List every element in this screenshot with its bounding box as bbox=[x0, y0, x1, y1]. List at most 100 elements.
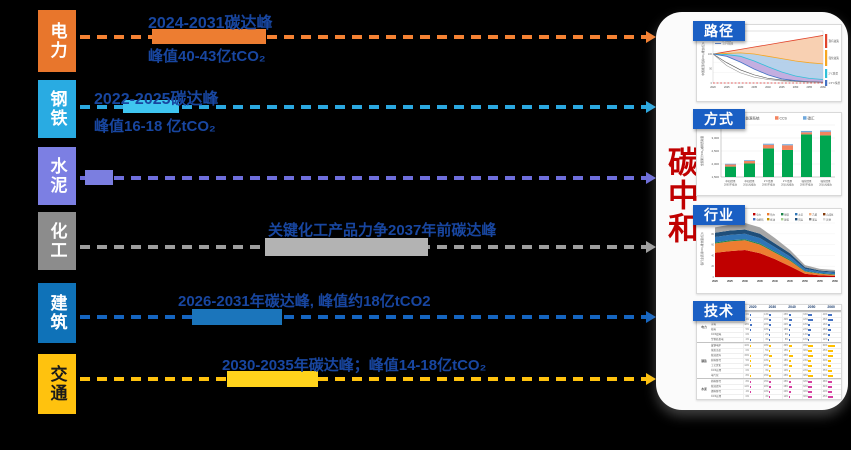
svg-text:2045: 2045 bbox=[787, 279, 793, 283]
arrow-right-icon bbox=[646, 373, 656, 385]
arrow-right-icon bbox=[646, 311, 656, 323]
svg-text:100: 100 bbox=[708, 53, 713, 56]
peak-period-bar-steel bbox=[123, 100, 179, 113]
peak-period-bar-transport bbox=[227, 371, 318, 387]
svg-text:2060不排放: 2060不排放 bbox=[800, 183, 814, 187]
svg-text:50: 50 bbox=[709, 68, 712, 71]
svg-text:全国累计CO₂减排贡献量: 全国累计CO₂减排贡献量 bbox=[700, 136, 704, 167]
svg-text:2040: 2040 bbox=[765, 86, 771, 89]
industries-chart-svg: 0204060801002020202520302035204020452050… bbox=[697, 209, 841, 293]
tech-table: 20202030204020502060电力风电6%14%25%34%40%光伏… bbox=[697, 305, 841, 399]
svg-text:2030: 2030 bbox=[742, 279, 748, 283]
svg-text:2050: 2050 bbox=[802, 279, 808, 283]
svg-text:2025: 2025 bbox=[727, 279, 733, 283]
svg-text:中和情景: 中和情景 bbox=[725, 179, 736, 183]
peak-range-label-power: 2024-2031碳达峰 bbox=[148, 15, 273, 32]
svg-text:2060不排放: 2060不排放 bbox=[724, 183, 738, 187]
svg-text:钢铁: 钢铁 bbox=[784, 212, 789, 216]
svg-text:2055: 2055 bbox=[806, 86, 812, 89]
timeline-dash-power bbox=[80, 35, 646, 39]
sector-label-cement: 水泥 bbox=[38, 147, 76, 205]
peak-range-label-transport: 2030-2035年碳达峰；峰值14-18亿tCO₂ bbox=[222, 357, 487, 374]
arrow-right-icon bbox=[646, 31, 656, 43]
svg-text:强化情景: 强化情景 bbox=[820, 179, 831, 183]
svg-text:2060: 2060 bbox=[820, 86, 826, 89]
svg-text:2060不排放: 2060不排放 bbox=[762, 183, 776, 187]
svg-text:碳汇: 碳汇 bbox=[808, 115, 816, 120]
chart-industries: 行业 0204060801002020202520302035204020452… bbox=[693, 205, 842, 294]
peak-period-bar-chemical bbox=[265, 238, 428, 256]
svg-text:合成氨: 合成氨 bbox=[826, 212, 834, 216]
peak-period-bar-cement bbox=[85, 170, 113, 185]
svg-text:3,000: 3,000 bbox=[711, 136, 719, 140]
svg-text:1,500: 1,500 bbox=[711, 175, 719, 179]
svg-text:20亿吨排放: 20亿吨排放 bbox=[819, 183, 832, 187]
carbon-neutral-title: 碳中和 bbox=[663, 146, 698, 245]
svg-text:2℃情景: 2℃情景 bbox=[783, 179, 793, 183]
svg-text:60: 60 bbox=[711, 244, 714, 247]
timeline-dash-building bbox=[80, 315, 646, 319]
svg-text:各行业直接CO₂排放量(亿t): 各行业直接CO₂排放量(亿t) bbox=[700, 232, 704, 265]
svg-text:2℃情景: 2℃情景 bbox=[764, 179, 774, 183]
svg-text:中国能源相关CO₂排放(亿t): 中国能源相关CO₂排放(亿t) bbox=[701, 42, 705, 75]
svg-text:2025: 2025 bbox=[724, 86, 730, 89]
svg-text:建筑: 建筑 bbox=[784, 217, 789, 221]
svg-text:2040: 2040 bbox=[772, 279, 778, 283]
peak-range-label-steel: 2022-2025碳达峰 bbox=[94, 91, 219, 108]
svg-text:2℃情景: 2℃情景 bbox=[829, 72, 839, 76]
svg-text:20亿吨排放: 20亿吨排放 bbox=[743, 183, 756, 187]
svg-text:2030: 2030 bbox=[738, 86, 744, 89]
svg-text:2060: 2060 bbox=[832, 279, 838, 283]
svg-text:电解铝: 电解铝 bbox=[756, 217, 764, 221]
svg-text:20亿吨排放: 20亿吨排放 bbox=[781, 183, 794, 187]
svg-text:40: 40 bbox=[711, 254, 714, 257]
timeline-dash-steel bbox=[80, 105, 646, 109]
sector-label-building: 建筑 bbox=[38, 283, 76, 343]
chart-tag-paths: 路径 bbox=[693, 21, 745, 41]
svg-text:热力: 热力 bbox=[770, 212, 775, 216]
svg-text:现有政策: 现有政策 bbox=[829, 39, 840, 43]
svg-text:2035: 2035 bbox=[751, 86, 757, 89]
sector-label-transport: 交通 bbox=[38, 354, 76, 414]
svg-text:2045: 2045 bbox=[779, 86, 785, 89]
svg-text:80: 80 bbox=[711, 233, 714, 236]
svg-text:2020: 2020 bbox=[710, 86, 716, 89]
svg-text:强化政策: 强化政策 bbox=[829, 56, 840, 60]
peak-period-bar-building bbox=[192, 309, 282, 325]
arrow-right-icon bbox=[646, 101, 656, 113]
peak-range-label-chemical: 关键化工产品力争2037年前碳达峰 bbox=[268, 222, 497, 239]
sector-label-steel: 钢铁 bbox=[38, 80, 76, 138]
carbon-neutral-panel: 碳中和 路径 现有政策强化政策2℃情景1.5℃情景现有政策强化政策2℃情景1.5… bbox=[656, 12, 848, 410]
svg-text:电力: 电力 bbox=[756, 212, 761, 216]
svg-text:强化情景: 强化情景 bbox=[801, 179, 812, 183]
svg-text:2,000: 2,000 bbox=[711, 162, 719, 166]
svg-text:2035: 2035 bbox=[757, 279, 763, 283]
svg-text:2055: 2055 bbox=[817, 279, 823, 283]
svg-text:客运: 客运 bbox=[812, 217, 817, 221]
svg-text:2020: 2020 bbox=[712, 279, 718, 283]
svg-text:中和情景: 中和情景 bbox=[744, 179, 755, 183]
svg-text:能源系统: 能源系统 bbox=[746, 115, 760, 120]
svg-text:20: 20 bbox=[711, 265, 714, 268]
peak-period-bar-power bbox=[152, 29, 266, 44]
chart-tag-industries: 行业 bbox=[693, 205, 745, 225]
arrow-right-icon bbox=[646, 241, 656, 253]
timeline-dash-transport bbox=[80, 377, 646, 381]
svg-text:2050: 2050 bbox=[793, 86, 799, 89]
svg-text:1.5℃情景: 1.5℃情景 bbox=[829, 81, 841, 85]
sector-label-power: 电力 bbox=[38, 10, 76, 72]
peak-range-label-building: 2026-2031年碳达峰, 峰值约18亿tCO2 bbox=[178, 293, 431, 310]
chart-tag-tech: 技术 bbox=[693, 301, 745, 321]
svg-text:其他: 其他 bbox=[826, 217, 831, 221]
chart-tech: 技术 20202030204020502060电力风电6%14%25%34%40… bbox=[693, 301, 842, 400]
arrow-right-icon bbox=[646, 172, 656, 184]
sector-label-chemical: 化工 bbox=[38, 212, 76, 270]
peak-value-label-steel: 峰值16-18 亿tCO₂ bbox=[94, 118, 216, 135]
chart-ways: 方式 1,5002,0002,5003,0003,500中和情景2060不排放中… bbox=[693, 109, 842, 196]
chart-paths: 路径 现有政策强化政策2℃情景1.5℃情景现有政策强化政策2℃情景1.5℃情景2… bbox=[693, 21, 842, 102]
